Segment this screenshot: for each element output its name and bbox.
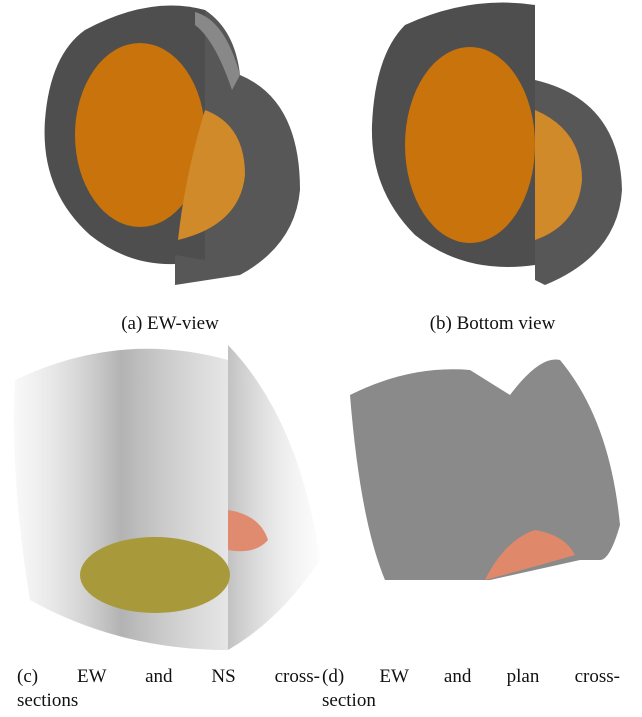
figure-page: (a) EW-view (b) Bottom view (c) EW and N…: [0, 0, 642, 717]
caption: (b) Bottom view: [370, 312, 615, 336]
panel-a-render: [45, 6, 300, 286]
caption-line: section: [322, 689, 376, 713]
panel-c-render: [14, 345, 320, 650]
caption: (a) EW-view: [45, 312, 295, 336]
caption-line: sections: [17, 689, 78, 713]
caption-line: (c) EW and NS cross-: [17, 665, 320, 689]
caption-line: (d) EW and plan cross-: [322, 665, 620, 689]
figure-art: [0, 0, 642, 717]
panel-b-render: [372, 3, 622, 286]
panel-d-render: [350, 359, 620, 580]
